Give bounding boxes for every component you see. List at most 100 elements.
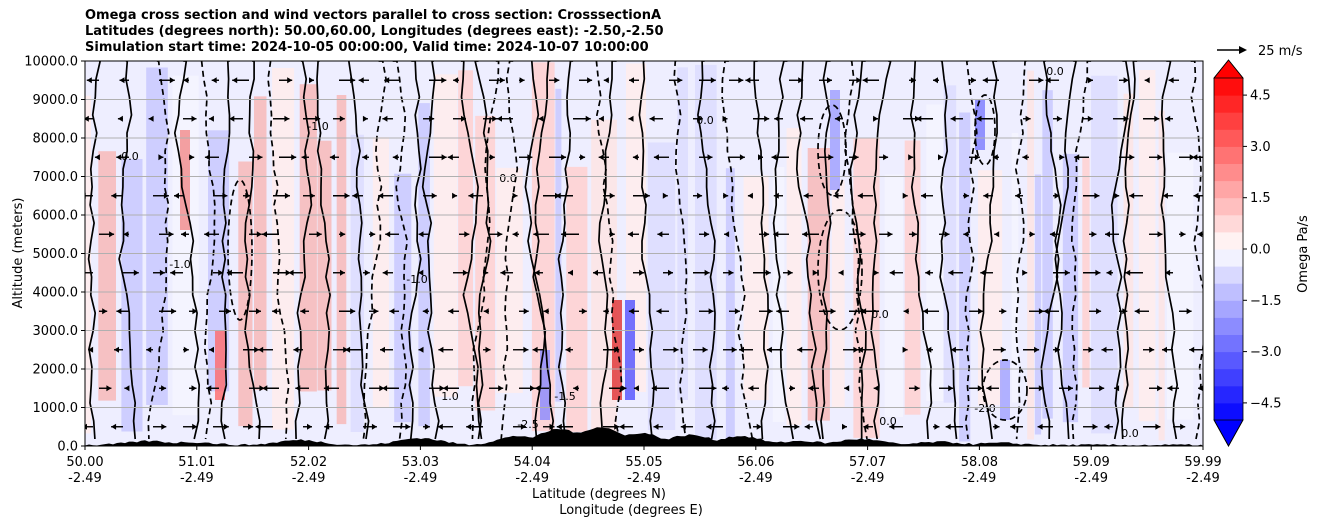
contour-label: -2.5 [517,418,538,431]
wind-vector-head [802,231,808,238]
colorbar-segment [1214,249,1243,267]
omega-band [555,88,562,402]
wind-vector-head [662,192,668,199]
omega-band [299,84,317,392]
y-tick-label: 1000.0 [33,401,79,416]
wind-vector-head [787,269,793,276]
contour-loop [974,94,996,166]
wind-vector-head [565,346,571,353]
contour-label: 0.0 [696,114,714,127]
wind-vector-head [1168,77,1174,84]
wind-vector-head [418,269,424,276]
wind-vector-head [218,269,224,276]
wind-vector-head [734,308,740,315]
wind-vector-head [887,231,893,238]
wind-vector-head [191,115,197,122]
wind-vector-head [707,154,713,161]
wind-vector-head [352,192,358,199]
wind-vector-head [933,77,938,84]
wind-vector-head [461,115,466,122]
y-tick-label: 2000.0 [33,363,79,378]
wind-vector-head [192,308,198,315]
x-axis-label-lat: Latitude (degrees N) [532,487,666,502]
wind-vector-head [1088,77,1093,84]
wind-vector-head [468,192,474,199]
colorbar-extend-max [1213,59,1244,79]
colorbar-segment [1214,214,1243,233]
wind-vector-head [950,115,956,122]
wind-vector-head [983,192,989,199]
wind-vector-head [873,115,879,122]
wind-vector-head [384,77,390,84]
wind-vector-head [1091,231,1097,238]
wind-vector-head [1114,192,1120,199]
wind-vector-head [764,115,770,122]
wind-vector-head [844,385,850,392]
contour-line [524,61,555,440]
contour-line [939,61,958,440]
wind-vector-head [889,269,895,276]
wind-vector-head [745,77,751,84]
wind-vector-head [209,346,214,353]
colorbar-tick-label: 4.5 [1250,89,1271,104]
wind-vector-head [483,308,489,315]
wind-vector-head [1054,192,1060,199]
wind-vector-head [587,77,593,84]
wind-vector-head [925,269,931,276]
contour-line [638,61,655,440]
wind-vector-head [1096,308,1102,315]
wind-vector-head [109,231,115,238]
wind-vector-head [1068,385,1073,392]
quiver-key-label: 25 m/s [1258,44,1303,59]
wind-vector-head [883,154,889,161]
x-tick-label-lat: 59.09 [1073,455,1110,470]
contour-loop [982,359,1028,421]
wind-vector-head [183,77,189,84]
contour-line [721,61,754,440]
wind-vector-head [1186,308,1192,315]
y-tick-label: 8000.0 [33,132,79,147]
wind-vector-head [556,423,562,430]
wind-vector-head [1180,231,1186,238]
wind-vector-head [378,192,384,199]
wind-vector-head [259,385,265,392]
colorbar-outline [1213,59,1244,447]
wind-vector-head [704,269,710,276]
contour-line [753,61,769,440]
wind-vector-head [1059,154,1065,161]
wind-vector-head [530,385,535,392]
wind-vector-head [441,77,447,84]
contour-line [1070,61,1092,440]
contour-label: -1.0 [169,258,190,271]
colorbar-segment [1214,112,1243,130]
wind-vector-head [364,269,370,276]
wind-vector-head [382,385,388,392]
contour-line [557,61,574,440]
wind-vector-head [1105,231,1110,238]
wind-vector-head [86,77,92,84]
wind-vector-head [903,308,909,315]
wind-vector-head [926,346,932,353]
colorbar-segment [1214,95,1243,113]
wind-vector-head [902,346,908,353]
omega-band [433,74,458,397]
wind-vector-head [857,346,863,353]
wind-vector-head [532,346,538,353]
wind-vector-head [977,385,983,392]
contour-line [673,61,688,440]
colorbar-segment [1214,231,1243,250]
wind-vector-head [362,154,368,161]
wind-vector-head [1106,269,1112,276]
wind-vector-head [258,346,264,353]
wind-vector-head [1022,269,1028,276]
wind-vector-head [1029,231,1035,238]
wind-vector-head [971,77,976,84]
wind-vector-head [114,346,119,353]
wind-vector-head [1088,346,1094,353]
wind-vector-head [288,269,294,276]
wind-vector-head [284,192,290,199]
wind-vector-head [257,154,263,161]
x-tick-label-lon: -2.49 [180,471,214,486]
wind-vector-head [452,192,458,199]
